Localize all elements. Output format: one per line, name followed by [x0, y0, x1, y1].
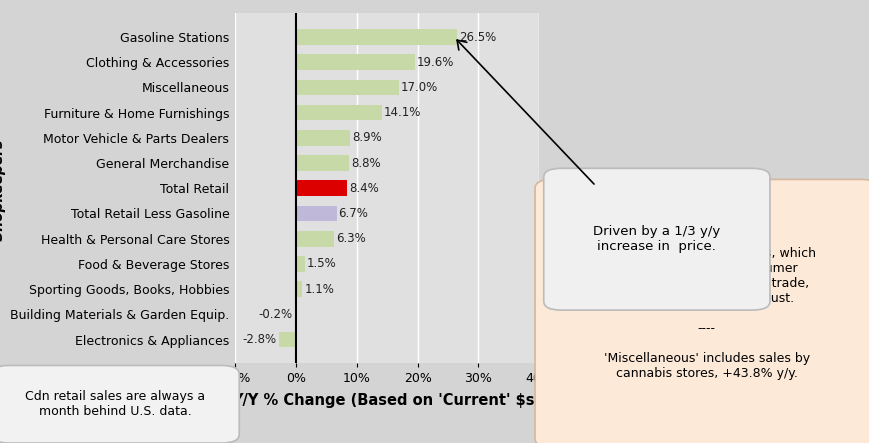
Text: 14.1%: 14.1% [383, 106, 421, 119]
Text: Driven by a 1/3 y/y
increase in  price.: Driven by a 1/3 y/y increase in price. [593, 225, 720, 253]
Bar [295, 256, 304, 272]
Bar [278, 332, 295, 347]
Text: 8.9%: 8.9% [351, 132, 381, 144]
Text: 8.8%: 8.8% [351, 156, 381, 170]
Text: Sales by bars & restaurants, which
are categorized to consumer
services rather t: Sales by bars & restaurants, which are c… [597, 247, 815, 380]
Text: 1.5%: 1.5% [307, 257, 336, 270]
Bar [295, 155, 349, 171]
Bar [295, 231, 334, 246]
Text: 8.4%: 8.4% [348, 182, 378, 195]
Y-axis label: 'Shopkeepers': 'Shopkeepers' [0, 133, 4, 243]
Text: 6.7%: 6.7% [338, 207, 368, 220]
Bar [295, 130, 349, 146]
Text: 1.1%: 1.1% [304, 283, 334, 295]
Text: 6.3%: 6.3% [335, 232, 365, 245]
X-axis label: Y/Y % Change (Based on 'Current' $s): Y/Y % Change (Based on 'Current' $s) [232, 393, 541, 408]
Bar [295, 281, 302, 297]
Text: 19.6%: 19.6% [416, 56, 454, 69]
Text: Cdn retail sales are always a
month behind U.S. data.: Cdn retail sales are always a month behi… [25, 390, 205, 418]
Bar [295, 80, 399, 95]
Bar [295, 29, 457, 45]
Text: 26.5%: 26.5% [459, 31, 495, 43]
Bar [295, 54, 415, 70]
Text: -0.2%: -0.2% [258, 308, 292, 321]
Bar [295, 105, 381, 120]
Bar [295, 180, 347, 196]
Text: -2.8%: -2.8% [242, 333, 276, 346]
Text: 17.0%: 17.0% [401, 81, 438, 94]
Bar [295, 206, 336, 222]
